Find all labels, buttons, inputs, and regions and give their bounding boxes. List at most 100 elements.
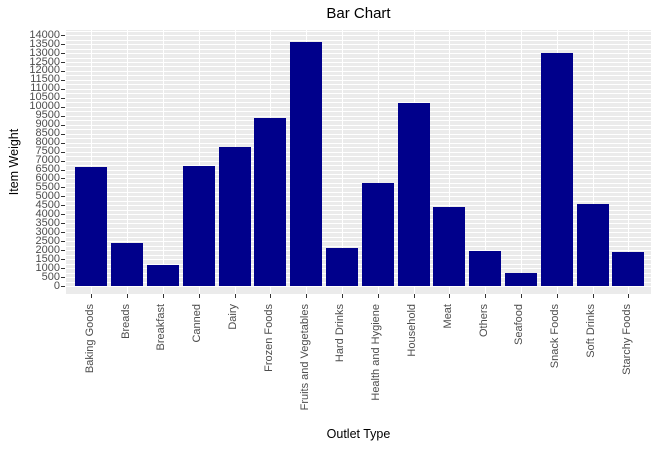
gridline-horizontal [66, 35, 651, 37]
y-tick-mark [61, 250, 65, 252]
y-tick-label: 2500 [35, 234, 60, 247]
y-tick-label: 7000 [35, 154, 60, 167]
y-tick-mark [61, 106, 65, 108]
y-tick-mark [61, 178, 65, 180]
y-tick-label: 4500 [35, 198, 60, 211]
bar-snack-foods [540, 53, 573, 286]
gridline-vertical [520, 30, 522, 294]
gridline-horizontal [66, 286, 651, 287]
gridline-horizontal [66, 88, 651, 90]
x-tick-label-baking-goods: Baking Goods [83, 304, 96, 374]
gridline-vertical [91, 30, 93, 294]
gridline-vertical [341, 30, 343, 294]
bar-health-and-hygiene [361, 183, 394, 286]
gridline-vertical [162, 30, 164, 294]
gridline-horizontal [66, 250, 651, 252]
gridline-horizontal [66, 232, 651, 234]
bar-breakfast [146, 265, 179, 286]
gridline-horizontal [66, 223, 651, 225]
bar-soft-drinks [576, 204, 609, 286]
gridline-horizontal [66, 111, 651, 113]
y-tick-label: 3500 [35, 216, 60, 229]
gridline-vertical [449, 30, 451, 294]
y-tick-mark [61, 53, 65, 55]
gridline-horizontal [66, 174, 651, 175]
y-tick-label: 0 [53, 279, 60, 292]
gridline-vertical [485, 30, 487, 294]
y-tick-label: 6500 [35, 163, 60, 176]
y-tick-mark [61, 35, 65, 37]
x-tick-mark [377, 294, 379, 298]
gridline-horizontal [66, 57, 651, 59]
gridline-horizontal [66, 147, 651, 149]
x-tick-label-breads: Breads [119, 304, 132, 339]
y-tick-label: 8000 [35, 136, 60, 149]
gridline-horizontal [66, 66, 651, 68]
bar-hard-drinks [325, 247, 358, 286]
gridline-horizontal [66, 263, 651, 265]
gridline-horizontal [66, 236, 651, 238]
x-tick-mark [556, 294, 558, 298]
y-tick-mark [61, 187, 65, 189]
x-tick-mark [127, 294, 129, 298]
y-tick-mark [61, 214, 65, 216]
x-tick-label-soft-drinks: Soft Drinks [585, 304, 597, 358]
bar-frozen-foods [254, 118, 287, 286]
x-tick-mark [234, 294, 236, 298]
plot-area [66, 30, 651, 294]
gridline-horizontal [66, 268, 651, 270]
gridline-horizontal [66, 241, 651, 243]
gridline-horizontal [66, 151, 651, 153]
x-tick-label-canned: Canned [191, 304, 204, 343]
x-tick-label-health-and-hygiene: Health and Hygiene [370, 304, 383, 401]
y-tick-mark [61, 142, 65, 144]
y-tick-label: 4000 [35, 207, 60, 220]
gridline-horizontal [66, 169, 651, 171]
gridline-horizontal [66, 102, 651, 104]
gridline-horizontal [66, 48, 651, 50]
gridline-horizontal [66, 245, 651, 247]
bar-starchy-foods [612, 252, 645, 286]
y-tick-label: 9500 [35, 109, 60, 122]
bar-fruits-and-vegetables [290, 42, 323, 286]
y-tick-mark [61, 286, 65, 287]
gridline-horizontal [66, 44, 651, 46]
x-tick-mark [162, 294, 164, 298]
y-tick-label: 6000 [35, 171, 60, 184]
y-tick-mark [61, 124, 65, 126]
gridline-horizontal [66, 277, 651, 279]
bar-household [397, 102, 430, 286]
x-tick-label-others: Others [477, 304, 490, 338]
gridline-horizontal [66, 182, 651, 184]
gridline-horizontal [66, 93, 651, 95]
chart-title: Bar Chart [326, 5, 391, 22]
y-tick-label: 11000 [30, 82, 60, 95]
y-tick-mark [61, 232, 65, 234]
gridline-horizontal [66, 178, 651, 180]
x-tick-mark [198, 294, 200, 298]
y-tick-mark [61, 259, 65, 261]
x-tick-label-meat: Meat [441, 304, 454, 329]
gridline-vertical [127, 30, 129, 294]
gridline-horizontal [66, 138, 651, 140]
bar-dairy [218, 147, 251, 286]
bar-baking-goods [75, 166, 108, 286]
gridline-horizontal [66, 39, 651, 41]
gridline-horizontal [66, 142, 651, 144]
y-tick-mark [61, 223, 65, 225]
bar-breads [111, 243, 144, 286]
gridline-horizontal [66, 62, 651, 63]
gridline-horizontal [66, 84, 651, 86]
x-tick-label-hard-drinks: Hard Drinks [334, 304, 347, 363]
y-tick-mark [61, 115, 65, 117]
x-axis-title: Outlet Type [326, 427, 391, 441]
gridline-horizontal [66, 254, 651, 256]
gridline-horizontal [66, 205, 651, 207]
gridline-horizontal [66, 272, 651, 274]
gridline-vertical [592, 30, 594, 294]
gridline-horizontal [66, 227, 651, 229]
gridline-horizontal [66, 97, 651, 99]
y-tick-label: 5500 [35, 180, 60, 193]
gridline-horizontal [66, 30, 651, 32]
gridline-horizontal [66, 133, 651, 135]
